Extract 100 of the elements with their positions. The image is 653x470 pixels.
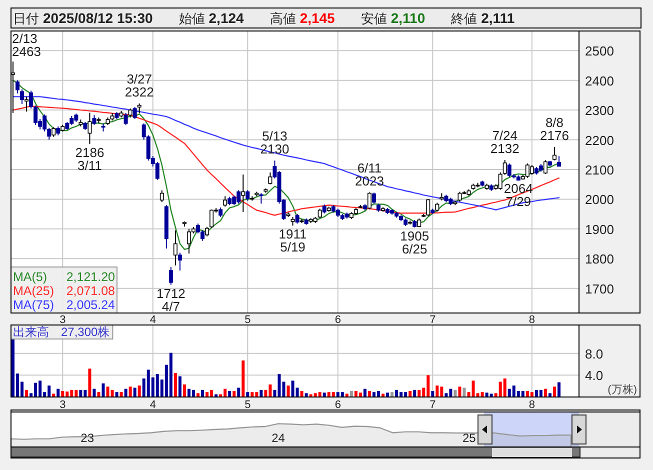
candlestick (210, 209, 214, 229)
candlestick (246, 190, 250, 202)
bar (182, 384, 186, 397)
bar (138, 386, 141, 397)
x-tick-label: 8 (528, 314, 535, 326)
bar (544, 388, 547, 397)
candlestick (498, 172, 502, 190)
candlestick (178, 252, 182, 272)
annotation: 1905 6/25 (400, 228, 430, 256)
candlestick (552, 146, 556, 161)
text: 2,124 (208, 10, 244, 26)
bar (382, 394, 385, 397)
candlestick (241, 174, 246, 212)
bar (133, 388, 136, 397)
candlestick (367, 192, 372, 210)
bar (350, 391, 353, 397)
candlestick (155, 162, 160, 180)
y-tick-label: 4.0 (585, 368, 604, 384)
bar (408, 391, 412, 397)
candlestick (205, 226, 210, 237)
bar (530, 392, 534, 397)
candlestick (543, 160, 548, 174)
annotation: 7/24 2132 (490, 128, 520, 156)
bar (196, 393, 200, 397)
bar (552, 386, 556, 397)
bar (169, 352, 172, 397)
bar (548, 393, 552, 397)
annotation: 5/13 2130 (260, 128, 290, 157)
bar (242, 360, 245, 397)
x-tick-label: 24 (272, 431, 286, 445)
x-tick-label: 5 (244, 314, 251, 326)
y-tick-label: 8.0 (585, 346, 604, 362)
x-tick-label: 3 (60, 399, 66, 411)
x-tick-label: 6 (334, 314, 341, 326)
text: 始値 (178, 11, 205, 26)
y-tick-label: 2100 (585, 162, 614, 178)
bar (431, 391, 434, 397)
candlestick (168, 266, 173, 286)
candlestick (16, 80, 20, 94)
annotation: 1712 4/7 (156, 286, 186, 314)
bar (88, 368, 92, 397)
bar (539, 390, 542, 397)
bar (454, 390, 457, 397)
bar (128, 386, 132, 397)
text: 終値 (450, 11, 478, 26)
bar (322, 392, 326, 397)
text: 2,110 (390, 10, 426, 26)
bar (124, 388, 128, 397)
bar (480, 392, 484, 397)
candlestick (20, 88, 24, 105)
y-tick-label: 2300 (585, 103, 614, 118)
candlestick (92, 114, 96, 126)
bar (246, 392, 250, 397)
candlestick (52, 126, 56, 138)
bar (368, 391, 371, 397)
x-tick-label: 4 (150, 399, 156, 411)
bar (395, 390, 398, 397)
y-tick-label: 1900 (585, 222, 614, 237)
bar (304, 393, 308, 397)
annotation: 1911 5/19 (278, 226, 307, 255)
candlestick (124, 112, 128, 126)
text: MA(25) 2,071.08 (13, 284, 116, 298)
bar (490, 394, 493, 397)
bar (237, 388, 240, 397)
candlestick (502, 159, 507, 176)
bar (444, 393, 448, 397)
annotation: 3/27 2322 (124, 72, 154, 100)
y-tick-label: 1700 (585, 281, 614, 296)
candlestick (160, 190, 164, 203)
candlestick (458, 191, 462, 202)
x-tick-label: 7 (430, 314, 436, 326)
bar (462, 388, 466, 397)
candlestick (318, 208, 322, 219)
bar (201, 390, 204, 397)
bar (332, 392, 335, 397)
bar (436, 386, 439, 397)
bar (300, 391, 304, 397)
bar (386, 392, 390, 397)
bar (25, 390, 28, 397)
candlestick (173, 230, 178, 266)
bar (232, 391, 236, 397)
candlestick (372, 192, 376, 204)
annotation: 2/13 2463 (12, 31, 41, 59)
bar (363, 388, 366, 397)
candlestick (218, 207, 223, 218)
bar (178, 376, 182, 397)
candlestick (295, 214, 300, 224)
bar (260, 390, 263, 397)
bar (345, 394, 348, 397)
bar (521, 391, 524, 397)
annotation: 8/8 2176 (540, 114, 569, 143)
bar (110, 390, 114, 397)
chart-title: 出来高 27,300株 (13, 325, 110, 339)
bar (250, 392, 254, 397)
bar (413, 390, 416, 397)
text: 日付 (13, 11, 39, 26)
bar (358, 392, 362, 397)
candlestick (88, 112, 92, 144)
text: 安値 (360, 11, 387, 26)
bar (318, 392, 322, 397)
